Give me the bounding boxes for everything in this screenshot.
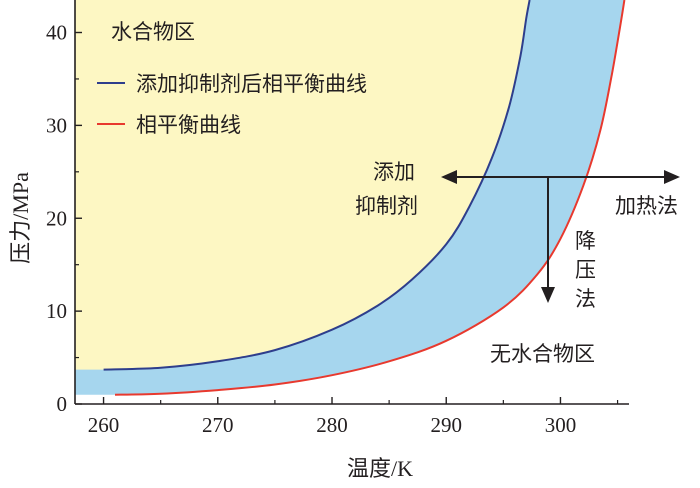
y-tick-label-30: 30 [46,113,67,137]
legend: 添加抑制剂后相平衡曲线 相平衡曲线 [97,72,367,137]
series-line-inhibitor [103,0,531,371]
y-tick-label-20: 20 [46,206,67,230]
x-tick-label-280: 280 [316,413,348,437]
method-arrows [441,170,680,303]
plot-regions [75,0,625,395]
hydrate-region-label: 水合物区 [111,20,195,44]
depressurize-char-2: 压 [575,258,596,282]
y-axis-label: 压力/MPa [8,172,33,264]
y-tick-label-0: 0 [57,392,68,416]
axes [74,0,629,405]
series-line-equilibrium [114,0,626,396]
x-axis-label: 温度/K [347,456,413,481]
x-tick-label-270: 270 [202,413,234,437]
arrow-head-left [441,170,457,184]
inhibitor-annotation: 添加 抑制剂 [355,160,418,218]
no-hydrate-region-label: 无水合物区 [490,342,595,366]
heating-method-label: 加热法 [615,194,678,218]
arrow-head-right [664,170,680,184]
legend-label-inhibitor: 添加抑制剂后相平衡曲线 [136,72,367,96]
depressurization-annotation: 降 压 法 [575,229,596,311]
x-tick-label-260: 260 [88,413,120,437]
hydrate-region-area [75,0,530,370]
y-tick-label-10: 10 [46,299,67,323]
legend-label-equilibrium: 相平衡曲线 [136,113,241,137]
depressurize-char-1: 降 [575,229,596,253]
series-lines [103,0,626,396]
ticks: 260 270 280 290 300 0 10 20 30 40 [46,21,619,437]
x-tick-label-300: 300 [545,413,577,437]
x-tick-label-290: 290 [430,413,462,437]
inhibitor-text-line2: 抑制剂 [355,194,418,218]
arrow-head-down [541,287,555,303]
inhibitor-text-line1: 添加 [373,160,415,184]
depressurize-char-3: 法 [575,287,596,311]
y-tick-label-40: 40 [46,21,67,45]
